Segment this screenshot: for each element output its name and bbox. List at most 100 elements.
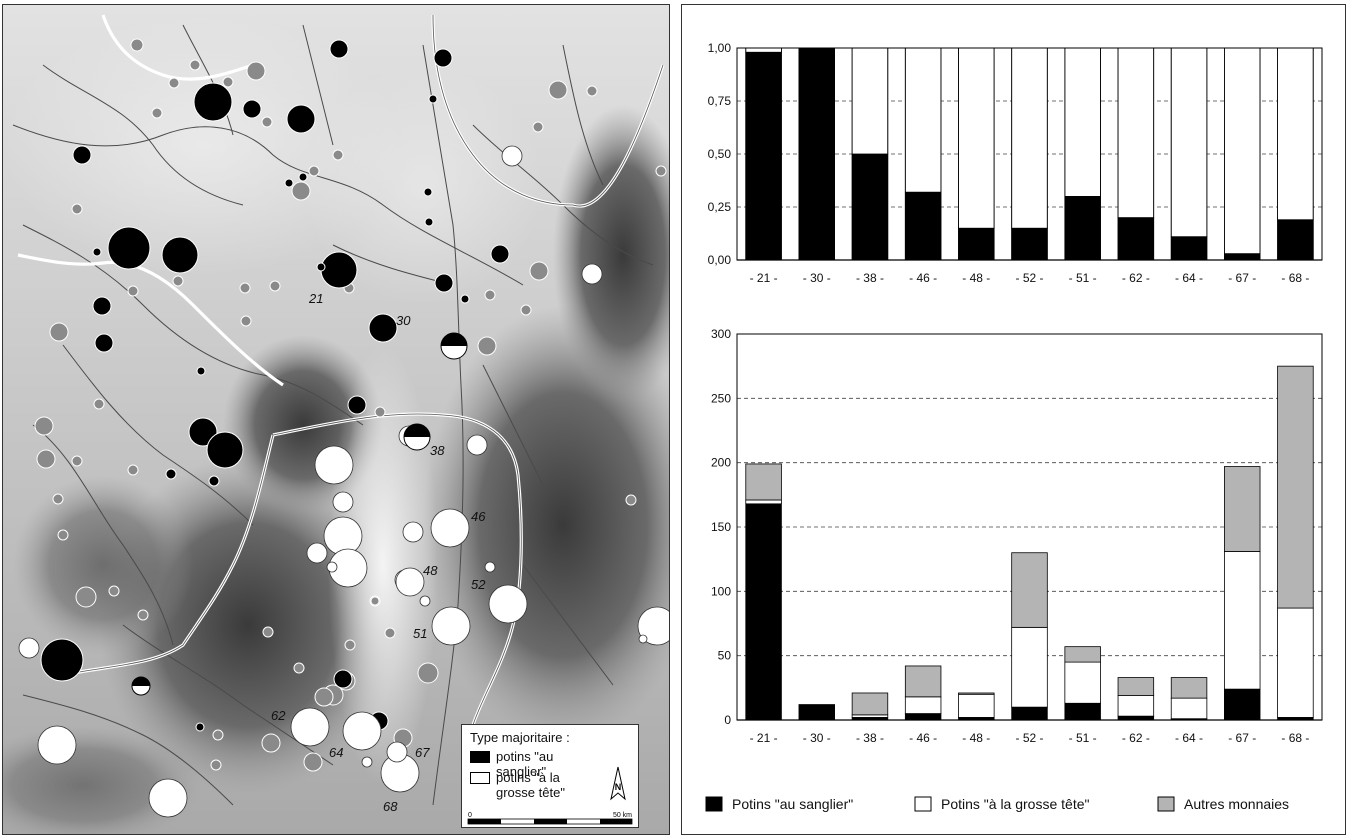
site-marker-other [384,627,396,639]
x-tick-label: - 64 - [1175,271,1203,285]
map-legend-item-boar: potins "au sanglier" [470,749,601,779]
site-marker-other [261,733,281,753]
site-marker-other [293,662,305,674]
map-legend-title: Type majoritaire : [470,730,570,745]
site-marker-other [137,609,149,621]
site-marker-boar [424,217,434,227]
bar-segment-bighead [1224,551,1261,690]
site-marker-bighead [361,756,373,768]
site-marker-other [655,165,667,177]
site-marker-boar [40,638,84,682]
y-tick-label: 300 [711,327,731,341]
site-marker-other [108,585,120,597]
site-marker-bighead [342,711,382,751]
bar-segment-bighead [1117,47,1155,219]
y-tick-label: 250 [711,391,731,405]
site-marker-other [151,107,163,119]
site-marker-mixed [440,332,468,360]
north-label: N [615,782,622,792]
x-tick-label: - 21 - [750,731,778,745]
site-marker-bighead [332,491,354,513]
bar-segment-bighead [1117,695,1155,717]
legend-label-other: Autres monnaies [1184,796,1289,812]
site-marker-boar [428,94,438,104]
site-marker-boar [298,172,308,182]
site-marker-boar [208,475,220,487]
y-tick-label: 200 [711,456,731,470]
x-tick-label: - 46 - [909,731,937,745]
scale-end-label: 50 km [613,812,632,819]
y-tick-label: 0,00 [708,253,732,267]
bar-segment-boar [1224,688,1261,721]
site-marker-boar [433,48,453,68]
site-marker-boar [490,244,510,264]
bar-segment-bighead [1064,661,1101,704]
proportion-chart: 0,00 0,25 0,50 0,75 1,00 - 21 - - 30 - - 38 - - … [708,41,1323,285]
site-marker-boar [165,468,177,480]
map-legend-item-bighead: potins "à la grosse tête" [470,770,601,800]
bar-segment-boar [904,713,942,721]
site-marker-bighead [290,707,330,747]
site-marker-other [222,76,234,88]
bar-segment-boar [1064,195,1101,261]
y-tick-label: 150 [711,520,731,534]
site-marker-other [374,406,386,418]
site-marker-mixed-bottom [404,437,430,450]
bar-segment-boar [1011,227,1048,261]
bar-segment-other [745,463,782,501]
y-tick-label: 0 [724,713,731,727]
bar-segment-other [904,665,942,698]
site-marker-boar [316,262,326,272]
bar-segment-boar [745,51,782,261]
site-marker-other [71,203,83,215]
x-tick-label: - 30 - [803,731,831,745]
bar-segment-boar [1277,219,1314,261]
bar-segment-bighead [958,47,995,229]
site-marker-bighead [638,634,648,644]
site-marker-boar [286,104,316,134]
site-marker-boar [284,178,294,188]
site-marker-boar [195,722,205,732]
bar-segment-boar [1117,217,1155,261]
relief-shading [3,15,669,834]
bar-segment-bighead [1011,47,1048,229]
x-tick-label: - 52 - [1015,271,1043,285]
site-marker-other [520,304,532,316]
site-marker-boar [107,226,151,270]
x-tick-label: - 67 - [1228,271,1256,285]
legend-swatch-bighead [914,796,932,812]
site-marker-other [314,687,334,707]
bar-segment-boar [904,191,942,261]
boar-potin-sites [40,39,510,732]
site-marker-boar [434,273,454,293]
bar-segment-bighead [904,47,942,193]
bar-segment-other [1170,677,1208,699]
site-marker-bighead [581,263,603,285]
site-marker-other [532,121,544,133]
site-marker-bighead [306,542,328,564]
site-marker-bighead [395,567,425,597]
site-marker-other [52,493,64,505]
site-marker-bighead [326,561,338,573]
site-marker-other [548,80,568,100]
site-marker-other [586,85,598,97]
site-marker-bighead [18,637,40,659]
site-marker-boar [423,187,433,197]
site-marker-other [246,61,266,81]
bar-segment-other [958,692,995,695]
bar-segment-bighead [1277,47,1314,221]
bar-segment-boar [1170,236,1208,261]
y-tick-label: 100 [711,584,731,598]
site-marker-other [484,289,496,301]
site-marker-other [130,38,144,52]
chart-panel: 0,00 0,25 0,50 0,75 1,00 - 21 - - 30 - - 38 - - … [681,4,1346,835]
site-marker-boar [329,39,349,59]
site-marker-boar [333,669,353,689]
site-label-51: 51 [413,626,427,641]
bar-segment-boar [958,227,995,261]
relief-map: 21 30 38 46 48 52 51 62 64 67 68 [3,5,669,834]
bar-segment-boar [1011,706,1048,721]
legend-swatch-white [470,772,490,784]
site-marker-mixed [403,423,431,451]
site-marker-other [262,626,274,638]
